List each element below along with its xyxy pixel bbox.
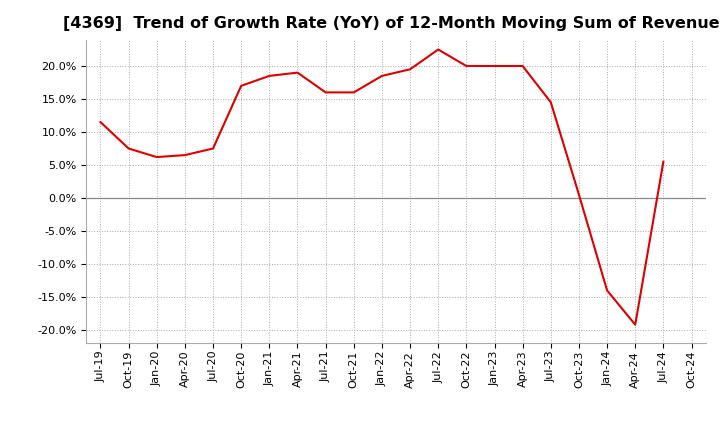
Title: [4369]  Trend of Growth Rate (YoY) of 12-Month Moving Sum of Revenues: [4369] Trend of Growth Rate (YoY) of 12-… xyxy=(63,16,720,32)
